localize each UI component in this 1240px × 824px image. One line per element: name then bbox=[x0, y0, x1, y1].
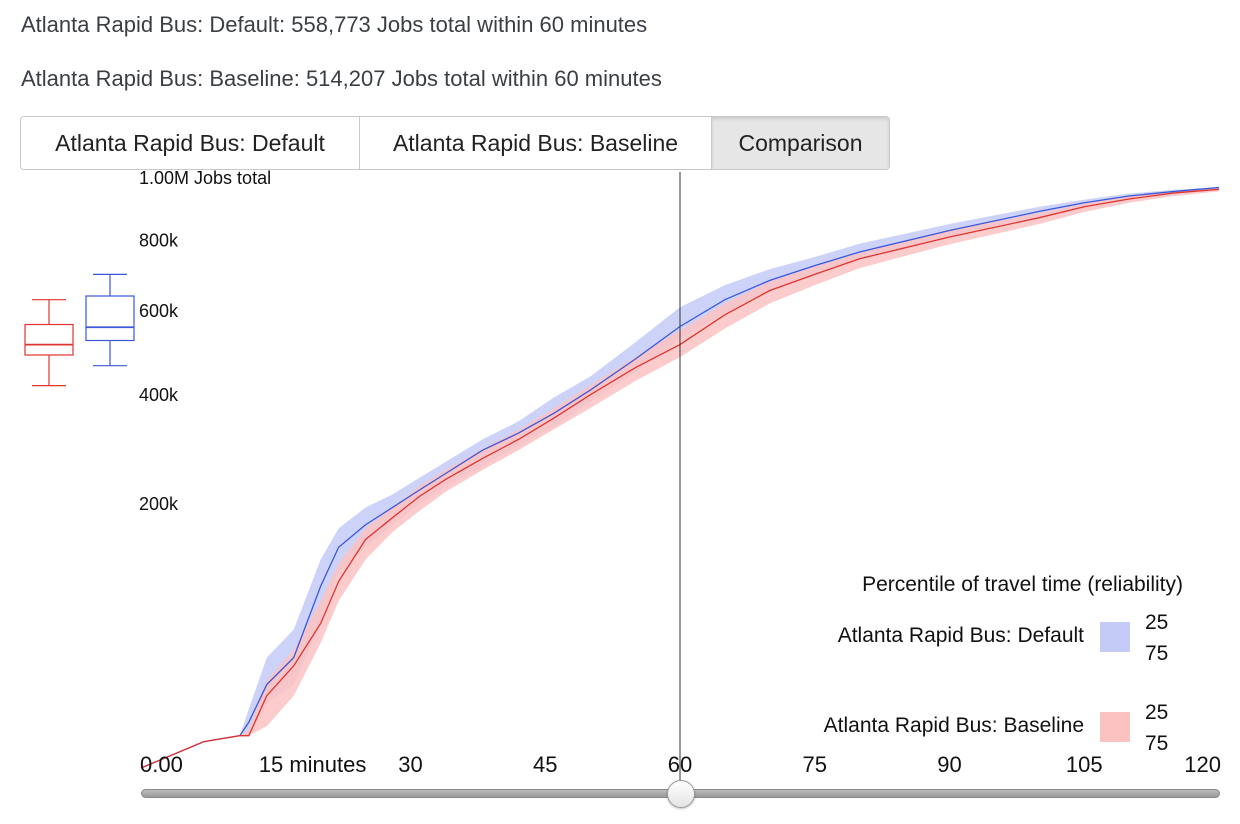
x-tick-label: 0.00 bbox=[140, 752, 183, 777]
legend-percentile-upper: 25 bbox=[1145, 611, 1168, 634]
summary-baseline: Atlanta Rapid Bus: Baseline: 514,207 Job… bbox=[21, 66, 662, 91]
x-tick-label: 75 bbox=[803, 752, 827, 777]
y-tick-label: 400k bbox=[139, 385, 179, 405]
x-tick-label: 60 bbox=[668, 752, 692, 777]
tab-default[interactable]: Atlanta Rapid Bus: Default bbox=[21, 117, 360, 169]
line-default bbox=[140, 186, 1220, 769]
legend-label-baseline: Atlanta Rapid Bus: Baseline bbox=[824, 714, 1084, 737]
travel-time-slider-thumb[interactable] bbox=[666, 780, 695, 808]
y-tick-label: 600k bbox=[139, 301, 179, 321]
legend-title: Percentile of travel time (reliability) bbox=[862, 573, 1183, 596]
tab-group: Atlanta Rapid Bus: Default Atlanta Rapid… bbox=[20, 116, 890, 170]
y-tick-label: 800k bbox=[139, 230, 179, 250]
legend-percentile-lower: 75 bbox=[1145, 642, 1168, 665]
y-tick-label: 1.00M Jobs total bbox=[139, 168, 271, 188]
x-tick-label: 90 bbox=[937, 752, 961, 777]
tab-comparison[interactable]: Comparison bbox=[712, 117, 889, 169]
x-tick-label: 15 minutes bbox=[259, 752, 367, 777]
band-default bbox=[141, 186, 1219, 769]
y-tick-label: 200k bbox=[139, 494, 179, 514]
line-baseline bbox=[140, 188, 1220, 769]
x-tick-label: 30 bbox=[398, 752, 422, 777]
tab-baseline[interactable]: Atlanta Rapid Bus: Baseline bbox=[360, 117, 712, 169]
x-tick-label: 120 bbox=[1184, 752, 1221, 777]
box-iqr bbox=[85, 295, 135, 342]
box-iqr bbox=[24, 323, 74, 356]
legend-percentile-lower: 75 bbox=[1145, 732, 1168, 755]
summary-default: Atlanta Rapid Bus: Default: 558,773 Jobs… bbox=[21, 12, 648, 37]
legend-label-default: Atlanta Rapid Bus: Default bbox=[838, 624, 1084, 647]
x-tick-label: 105 bbox=[1066, 752, 1103, 777]
legend-swatch-baseline bbox=[1100, 712, 1130, 742]
x-tick-label: 45 bbox=[533, 752, 557, 777]
legend-swatch-default bbox=[1100, 622, 1130, 652]
legend-percentile-upper: 25 bbox=[1145, 701, 1168, 724]
